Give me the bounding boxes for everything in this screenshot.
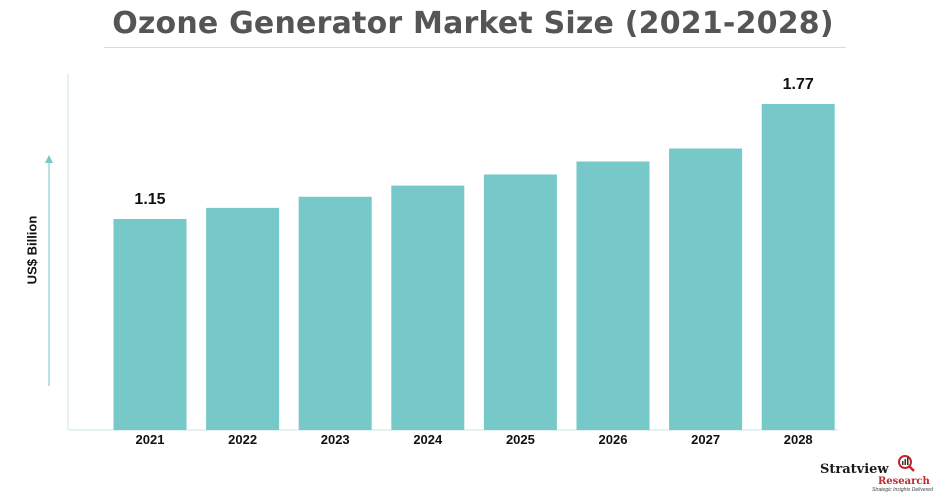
y-arrow-head	[45, 155, 53, 163]
bar-2025	[483, 174, 557, 430]
bar-2021	[113, 219, 187, 430]
data-labels: 1.15 1.77	[134, 76, 813, 208]
x-tick-2027: 2027	[691, 432, 720, 447]
x-tick-2021: 2021	[136, 432, 165, 447]
bar-2028	[761, 104, 835, 430]
chart-title: Ozone Generator Market Size (2021-2028)	[112, 6, 834, 41]
bar-2027	[669, 148, 743, 431]
data-label-2028: 1.77	[783, 76, 814, 93]
data-label-2021: 1.15	[134, 191, 165, 208]
x-tick-labels: 2021 2022 2023 2024 2025 2026 2027 2028	[136, 432, 813, 447]
bar-2026	[576, 161, 650, 430]
x-tick-2022: 2022	[228, 432, 257, 447]
bar-2023	[298, 196, 372, 430]
logo-name: Stratview	[820, 462, 889, 477]
x-tick-2025: 2025	[506, 432, 535, 447]
x-tick-2028: 2028	[784, 432, 813, 447]
x-tick-2024: 2024	[413, 432, 443, 447]
logo-tagline: Strategic Insights Delivered	[872, 487, 933, 493]
logo-research: Research	[878, 476, 930, 487]
title-divider	[104, 47, 846, 48]
magnifier-logo-icon	[898, 455, 915, 472]
x-tick-2026: 2026	[599, 432, 628, 447]
stratview-logo: Stratview Research Strategic Insights De…	[812, 452, 942, 494]
bar-2022	[206, 207, 280, 430]
chart-bars	[113, 104, 835, 431]
bar-2024	[391, 185, 465, 430]
x-tick-2023: 2023	[321, 432, 350, 447]
